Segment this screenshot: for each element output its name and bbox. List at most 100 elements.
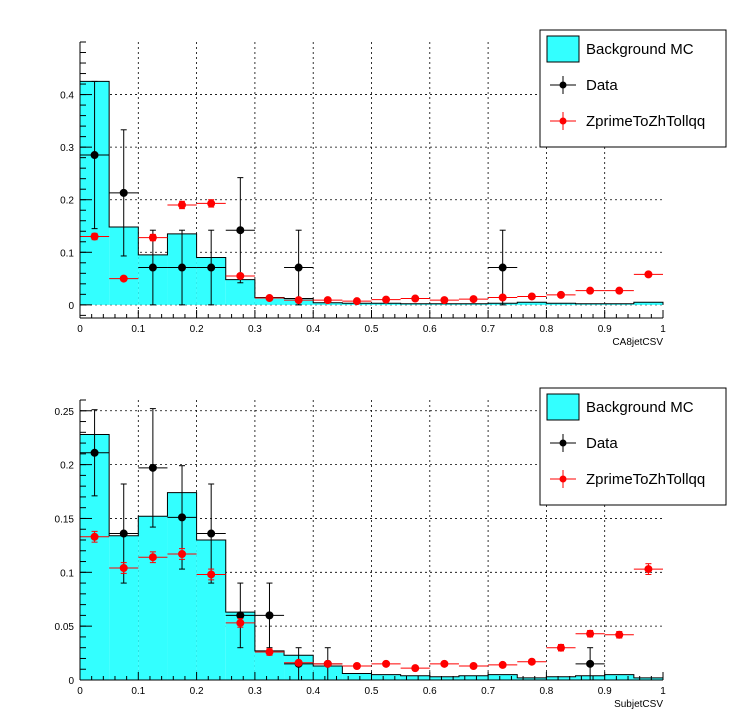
legend-label: ZprimeToZhTollqq xyxy=(586,113,705,130)
y-tick-label: 0.4 xyxy=(60,91,74,102)
data-point xyxy=(440,296,449,305)
data-point xyxy=(148,233,157,242)
data-point xyxy=(90,532,99,541)
background-mc-bar xyxy=(400,303,430,305)
data-point xyxy=(498,263,507,272)
data-point xyxy=(469,662,478,670)
background-mc-bar xyxy=(225,279,255,305)
data-point xyxy=(411,664,420,673)
x-tick-label: 0.8 xyxy=(539,324,553,335)
legend-label: Data xyxy=(586,77,618,94)
data-point xyxy=(236,226,245,235)
x-tick-label: 0.3 xyxy=(248,686,262,697)
x-tick-label: 0.5 xyxy=(365,324,379,335)
data-point xyxy=(469,295,478,304)
x-tick-label: 0.6 xyxy=(423,686,437,697)
data-point xyxy=(615,286,624,295)
legend-label: ZprimeToZhTollqq xyxy=(586,471,705,488)
x-tick-label: 0.1 xyxy=(131,686,145,697)
data-point xyxy=(527,292,536,301)
background-mc-bar xyxy=(458,303,489,305)
data-point xyxy=(352,297,361,306)
data-point xyxy=(178,200,187,209)
x-tick-label: 0.2 xyxy=(190,686,204,697)
data-point xyxy=(323,659,332,668)
x-tick-label: 0.9 xyxy=(598,686,612,697)
data-point xyxy=(148,263,157,272)
background-mc-outline xyxy=(79,80,664,305)
data-point xyxy=(527,657,536,666)
background-mc-bar xyxy=(342,673,372,680)
legend-marker xyxy=(559,81,567,89)
x-tick-label: 0.7 xyxy=(481,686,495,697)
background-mc-bar xyxy=(546,303,576,305)
data-point xyxy=(236,611,245,620)
x-axis-title: SubjetCSV xyxy=(614,699,663,710)
background-mc-bar xyxy=(400,675,430,680)
background-mc-bar xyxy=(371,674,401,680)
x-tick-label: 0.8 xyxy=(539,686,553,697)
data-point xyxy=(207,263,216,272)
legend-swatch-background xyxy=(546,393,580,421)
data-point xyxy=(119,274,128,283)
x-tick-label: 0.7 xyxy=(481,324,495,335)
y-tick-label: 0.25 xyxy=(55,407,75,418)
x-tick-label: 0.2 xyxy=(190,324,204,335)
data-point xyxy=(556,643,565,652)
x-tick-label: 0 xyxy=(77,686,83,697)
y-tick-label: 0 xyxy=(68,676,74,687)
signal-series xyxy=(80,199,663,306)
background-mc-bar xyxy=(458,675,489,680)
background-mc-bar xyxy=(604,674,634,680)
legend-label: Data xyxy=(586,435,618,452)
x-tick-label: 1 xyxy=(660,686,666,697)
x-tick-label: 1 xyxy=(660,324,666,335)
background-mc-bar xyxy=(546,676,576,680)
data-point xyxy=(294,658,303,667)
x-tick-label: 0.1 xyxy=(131,324,145,335)
x-tick-label: 0.6 xyxy=(423,324,437,335)
x-tick-label: 0.5 xyxy=(365,686,379,697)
legend-swatch-background xyxy=(546,35,580,63)
x-tick-label: 0.4 xyxy=(306,686,320,697)
data-point xyxy=(119,188,128,197)
x-axis-title: CA8jetCSV xyxy=(612,337,663,348)
legend-marker xyxy=(559,117,567,125)
data-point xyxy=(586,659,595,668)
legend-label-background: Background MC xyxy=(586,399,694,416)
legend-marker xyxy=(559,439,567,447)
data-point xyxy=(236,271,245,280)
data-point xyxy=(382,295,391,304)
chart-subjetcsv: 0 0.1 0.2 0.3 0.4 0.5 0.6 0.7 0.8 0.9 1 0 0.05 0.1 0.1… xyxy=(55,387,727,710)
data-point xyxy=(90,232,99,241)
data-point xyxy=(586,286,595,295)
data-point xyxy=(119,564,128,572)
y-tick-label: 0 xyxy=(68,301,74,312)
data-point xyxy=(498,660,507,669)
data-point xyxy=(90,448,99,457)
legend: Background MC Data ZprimeToZhTollqq xyxy=(539,29,727,148)
data-point xyxy=(148,553,157,562)
data-point xyxy=(178,550,187,558)
data-point xyxy=(440,659,449,668)
chart-ca8jetcsv: 0 0.1 0.2 0.3 0.4 0.5 0.6 0.7 0.8 0.9 1 0 0.1 0.2 0.3 0… xyxy=(60,29,727,348)
data-point xyxy=(586,629,595,638)
data-point xyxy=(207,570,216,579)
y-tick-label: 0.3 xyxy=(60,143,74,154)
y-tick-label: 0.05 xyxy=(55,622,75,633)
data-point xyxy=(498,293,507,302)
data-point xyxy=(382,659,391,668)
data-point xyxy=(265,648,274,656)
background-mc-bar xyxy=(488,674,518,680)
y-tick-label: 0.15 xyxy=(55,514,75,525)
y-tick-label: 0.2 xyxy=(60,461,74,472)
legend-label-background: Background MC xyxy=(586,41,694,58)
data-point xyxy=(90,151,99,160)
x-tick-label: 0 xyxy=(77,324,83,335)
data-point xyxy=(352,662,361,670)
legend: Background MC Data ZprimeToZhTollqq xyxy=(539,387,727,506)
background-mc-bar xyxy=(429,303,459,305)
data-point xyxy=(207,529,216,538)
data-point xyxy=(148,463,157,472)
data-point xyxy=(119,529,128,538)
